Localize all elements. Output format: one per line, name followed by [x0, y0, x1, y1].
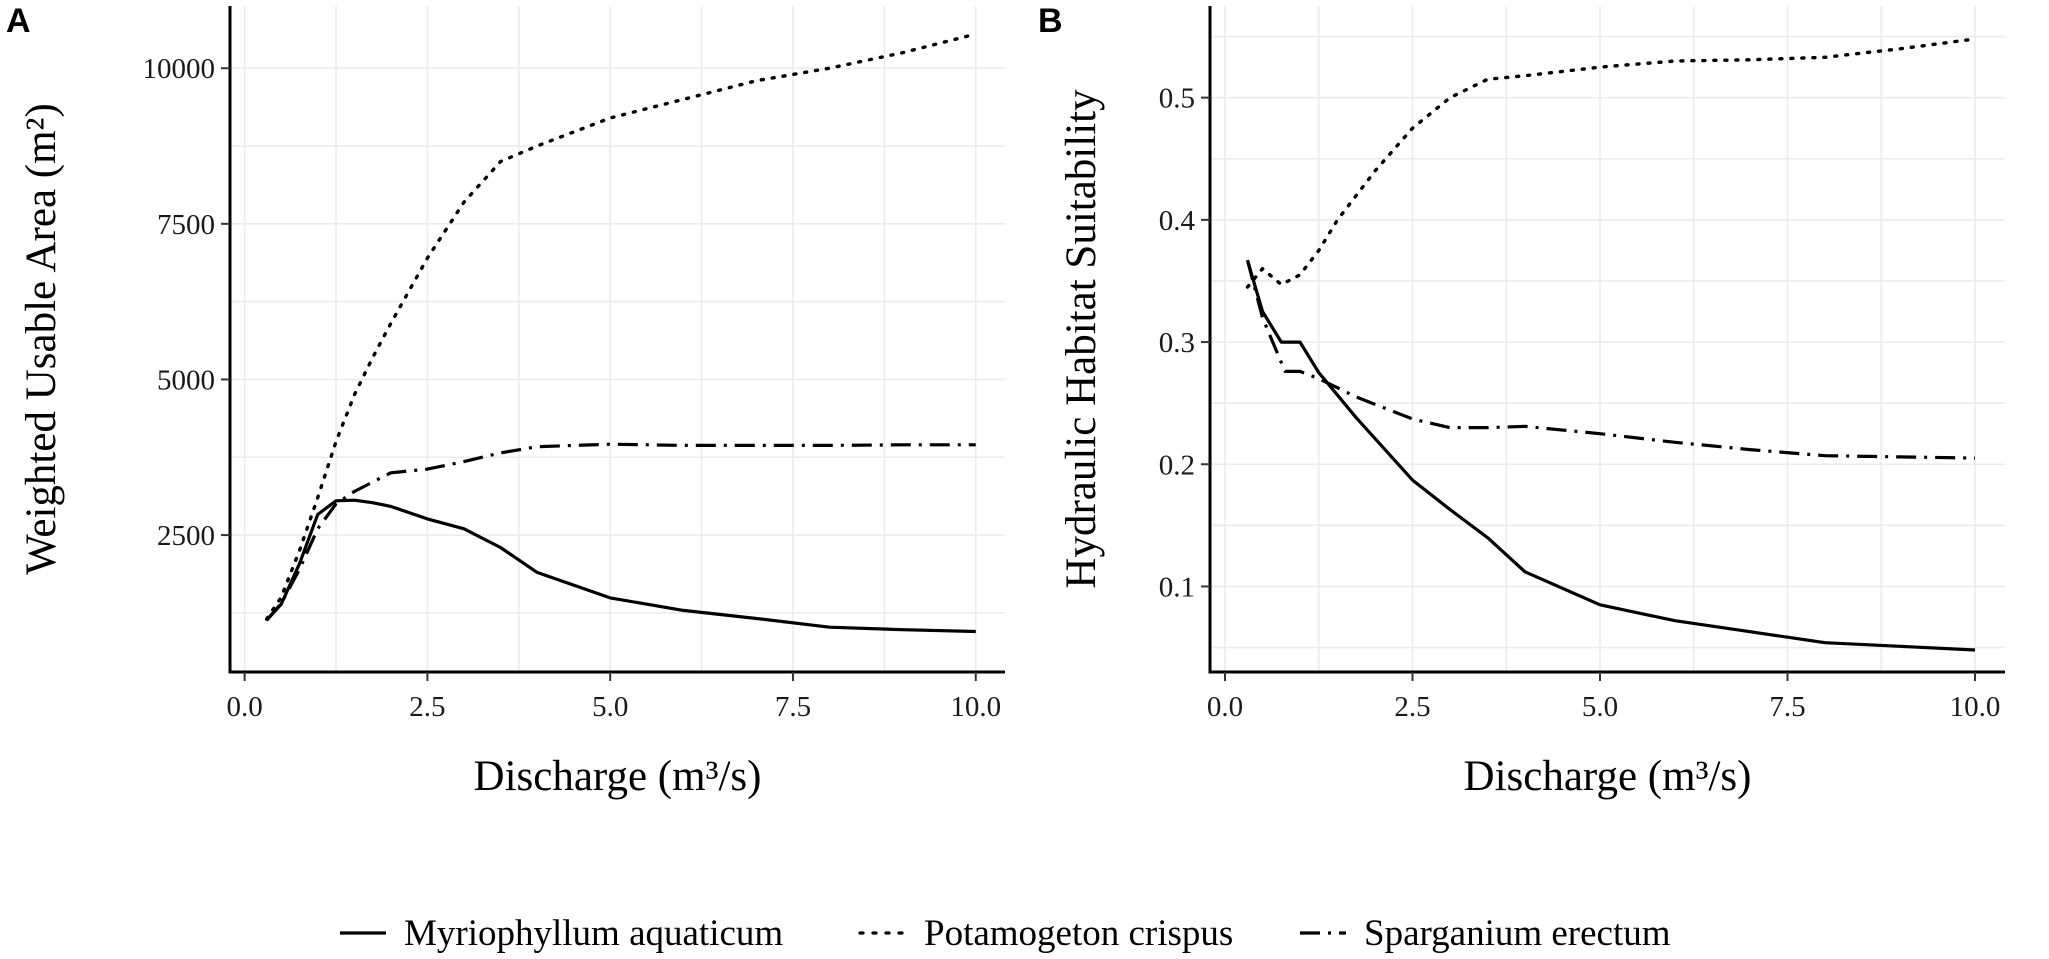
panel-b-y-tick-label: 0.3	[1159, 327, 1195, 359]
panel-a-series-potamogeton-crispus	[264, 32, 978, 621]
panel-b-series-myriophyllum-aquaticum	[1245, 259, 1976, 652]
legend: Myriophyllum aquaticum Potamogeton crispu…	[340, 913, 1671, 954]
panel-b-y-tick-label: 0.2	[1159, 449, 1195, 481]
panel-a-grid	[230, 6, 1005, 672]
panel-a-x-tick-label: 10.0	[950, 691, 1001, 723]
panel-a-y-tick-label: 10000	[143, 53, 216, 85]
panel-b-x-tick-label: 0.0	[1207, 691, 1243, 723]
panel-b-x-tick-label: 10.0	[1950, 691, 2001, 723]
panel-b-series-sparganium-erectum	[1245, 259, 1976, 460]
panel-a-x-tick-label: 0.0	[226, 691, 262, 723]
panel-a-x-axis-title: Discharge (m³/s)	[474, 753, 762, 800]
legend-label: Sparganium erectum	[1364, 913, 1671, 954]
panel-a: 0.0 2.5 5.0 7.5 10.0 2500 5000 7500 10000 Dischar…	[6, 2, 1005, 800]
panel-a-y-tick-label: 5000	[157, 364, 215, 396]
legend-item-sparganium-erectum: Sparganium erectum	[1300, 913, 1671, 954]
panel-a-y-axis-title: Weighted Usable Area (m²)	[18, 103, 65, 575]
legend-item-myriophyllum-aquaticum: Myriophyllum aquaticum	[340, 913, 783, 954]
panel-a-series-myriophyllum-aquaticum	[265, 498, 976, 634]
panel-b-x-tick-label: 7.5	[1769, 691, 1805, 723]
panel-b-y-tick-label: 0.1	[1159, 571, 1195, 603]
panel-a-x-tick-label: 5.0	[592, 691, 628, 723]
panel-b-x-axis-title: Discharge (m³/s)	[1464, 753, 1752, 800]
panel-a-y-tick-label: 2500	[157, 520, 215, 552]
legend-item-potamogeton-crispus: Potamogeton crispus	[858, 913, 1233, 954]
panel-b-y-tick-label: 0.5	[1159, 83, 1195, 115]
panel-b-letter: B	[1038, 2, 1063, 40]
panel-a-y-tick-label: 7500	[157, 209, 215, 241]
panel-a-series-sparganium-erectum	[265, 442, 976, 622]
panel-b-y-tick-label: 0.4	[1159, 205, 1196, 237]
panel-b-series-potamogeton-crispus	[1245, 37, 1977, 289]
legend-label: Potamogeton crispus	[924, 913, 1233, 954]
panel-b-y-axis-title: Hydraulic Habitat Suitability	[1058, 89, 1105, 589]
panel-a-x-tick-label: 7.5	[775, 691, 811, 723]
panel-b-x-tick-label: 2.5	[1394, 691, 1430, 723]
legend-label: Myriophyllum aquaticum	[404, 913, 783, 954]
panel-a-x-tick-label: 2.5	[409, 691, 445, 723]
panel-b-x-tick-label: 5.0	[1582, 691, 1618, 723]
panel-b-grid	[1210, 6, 2005, 672]
panel-a-letter: A	[6, 2, 31, 40]
panel-b: 0.0 2.5 5.0 7.5 10.0 0.1 0.2 0.3 0.4 0.5 Discharge…	[1038, 2, 2005, 800]
